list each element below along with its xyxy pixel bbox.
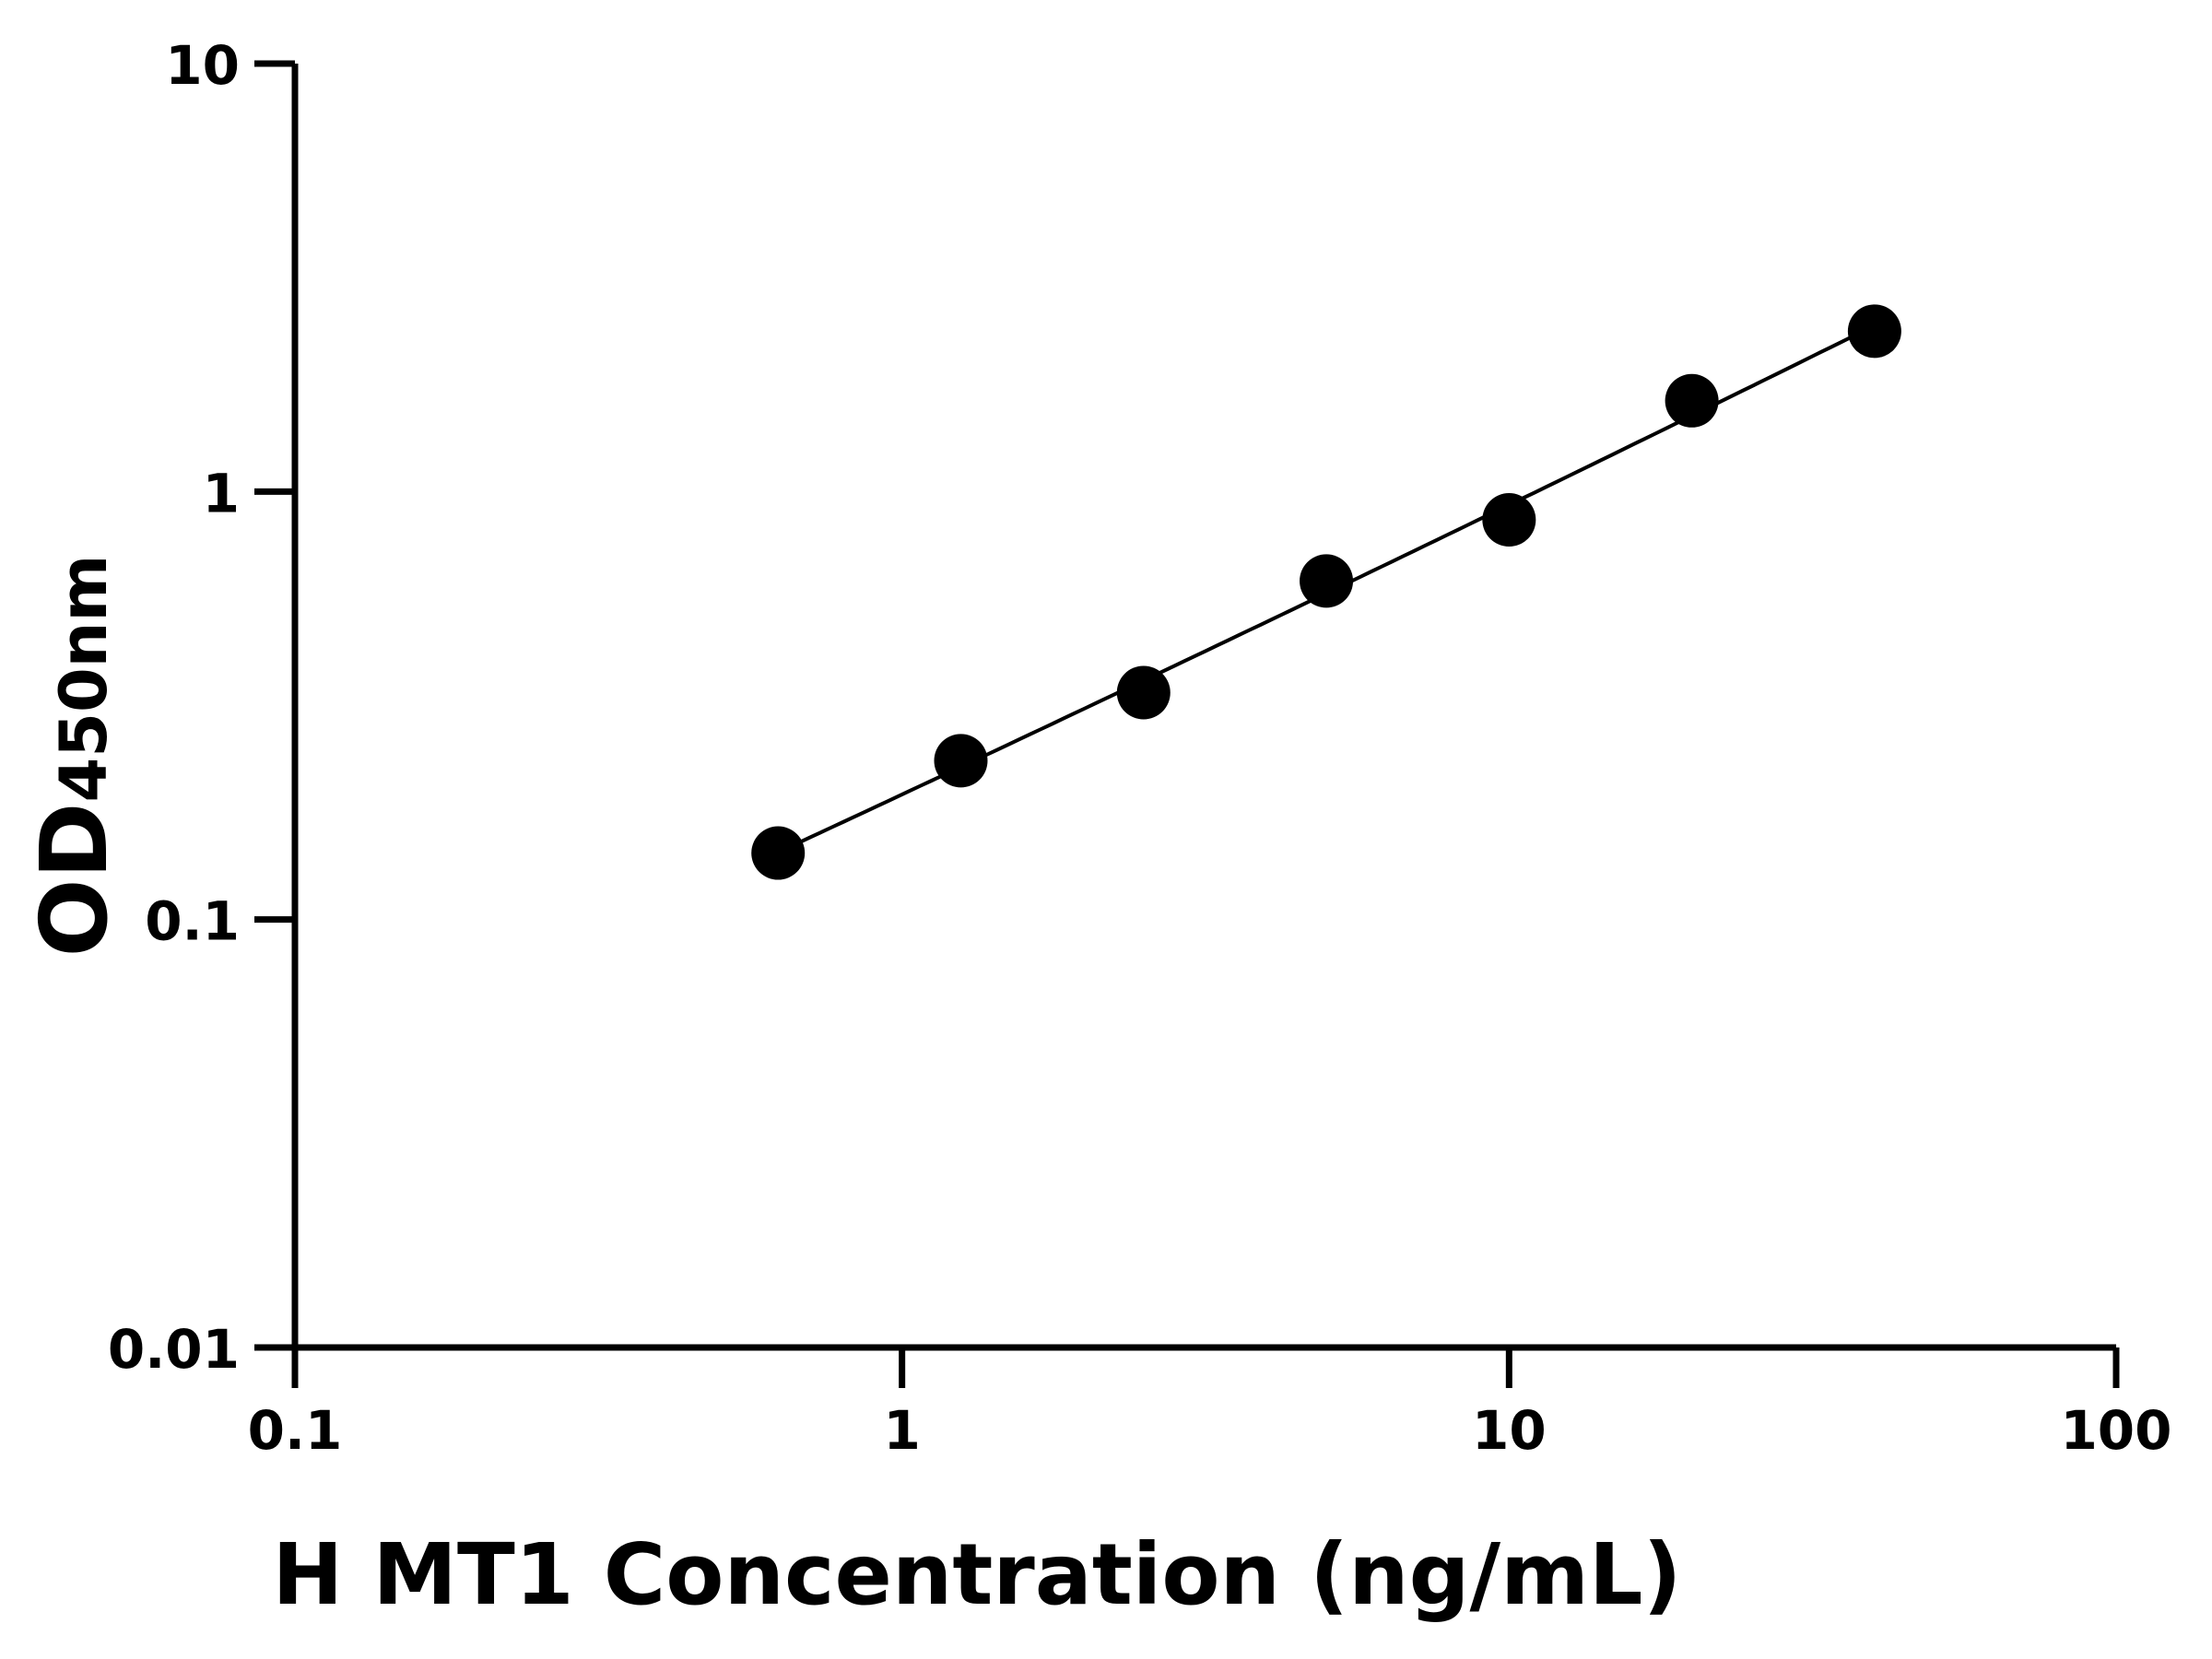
data-points bbox=[751, 304, 1901, 880]
y-tick-label: 1 bbox=[203, 462, 240, 524]
y-axis-label: OD450nm bbox=[20, 555, 128, 958]
data-point bbox=[1847, 304, 1901, 359]
y-axis-label-main: OD bbox=[20, 802, 128, 957]
data-point bbox=[1300, 554, 1354, 608]
x-axis-label: H MT1 Concentration (ng/mL) bbox=[272, 1525, 1681, 1624]
y-tick-label: 0.01 bbox=[108, 1318, 240, 1381]
data-point bbox=[1116, 665, 1171, 720]
data-point bbox=[1482, 492, 1536, 547]
data-point bbox=[1665, 373, 1719, 428]
y-tick-label: 10 bbox=[165, 34, 240, 97]
x-tick-label: 100 bbox=[2060, 1399, 2171, 1462]
x-tick-label: 0.1 bbox=[248, 1399, 343, 1462]
x-tick-label: 10 bbox=[1472, 1399, 1547, 1462]
data-point bbox=[934, 734, 988, 788]
data-point bbox=[751, 826, 806, 880]
y-axis-label-subscript: 450nm bbox=[46, 555, 122, 803]
x-tick-label: 1 bbox=[883, 1399, 920, 1462]
y-tick-label: 0.1 bbox=[145, 890, 240, 953]
